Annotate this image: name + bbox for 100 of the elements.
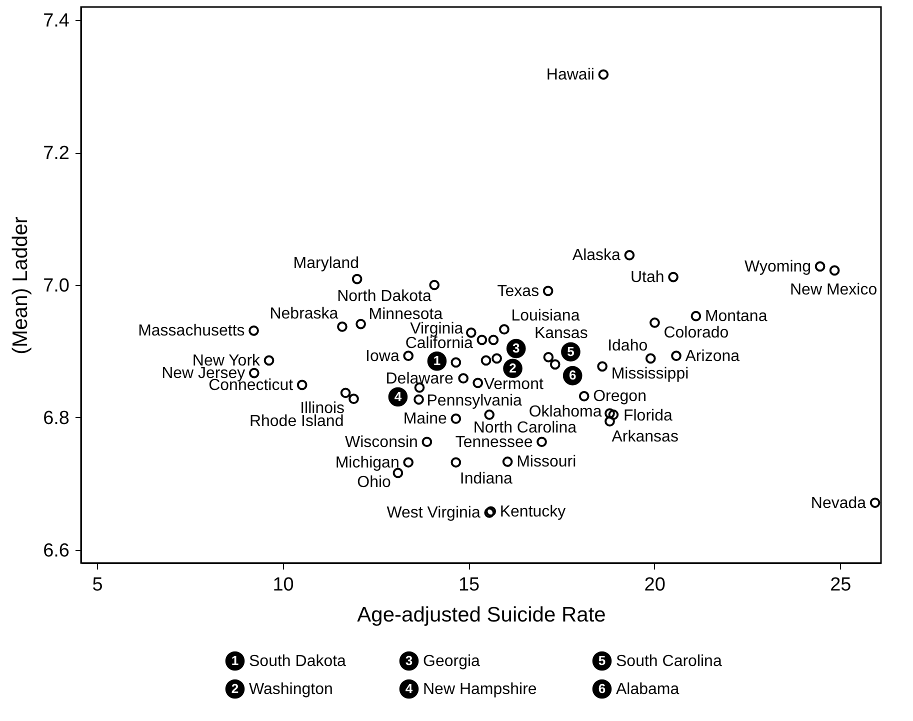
point [264,355,274,366]
point [690,310,702,322]
legend-label: Washington [249,681,333,698]
legend-label: South Dakota [249,653,346,670]
y-tick-label: 7.4 [43,10,70,32]
x-tick-label: 15 [458,574,480,596]
point [608,410,619,420]
point [650,318,660,328]
point [536,436,547,448]
annotation: Wyoming [744,258,812,276]
annotation: Rhode Island [249,412,344,430]
point [829,265,840,276]
annotation: 2 [509,360,516,376]
annotation: 6 [568,368,576,383]
annotation: Missouri [516,454,576,471]
annotation: 5 [567,344,574,359]
point [597,361,608,372]
annotation: Arkansas [612,428,678,446]
annotation: Indiana [460,470,513,488]
annotation: Kentucky [500,503,566,520]
annotation: Nevada [810,494,866,512]
annotation: North Dakota [337,288,432,305]
point [476,334,488,346]
x-tick-label: 10 [272,574,294,596]
annotation: Utah [630,269,664,286]
point [248,368,260,378]
point [671,350,682,361]
point [403,457,414,468]
annotation: Delaware [386,370,454,388]
point [598,69,609,80]
point [340,388,351,398]
x-tick-label: 5 [92,574,103,596]
point [472,378,484,388]
point [422,436,432,448]
point [352,274,362,284]
point [492,353,502,364]
y-tick-label: 6.8 [43,408,70,429]
annotation: New Mexico [790,281,878,298]
annotation: Maryland [293,255,360,272]
point [668,272,678,282]
y-tick-label: 7.0 [43,276,70,296]
text: 2 [231,681,239,696]
text: 1 [231,653,239,668]
x-tick-label: 20 [644,574,666,596]
point [870,498,880,508]
annotation: Idaho [608,337,648,354]
y-tick-label: 7.2 [43,143,70,164]
legend-label: South Carolina [616,653,722,670]
annotation: Louisiana [511,307,580,324]
annotation: Massachusetts [138,322,245,340]
point [458,373,469,384]
annotation: Mississippi [611,365,689,382]
x-tick-label: 25 [830,574,852,596]
point [488,334,499,346]
annotation: Ohio [357,474,392,491]
annotation: Michigan [335,454,400,472]
text: 5 [598,653,606,668]
point [414,394,424,405]
annotation: Vermont [484,376,544,393]
annotation: Pennsylvania [426,392,522,410]
point [296,380,308,390]
annotation: Nebraska [270,306,338,323]
legend-label: Alabama [616,681,680,698]
point [450,457,462,468]
point [578,391,590,402]
legend-label: New Hampshire [423,681,537,698]
annotation: Maine [403,410,448,428]
point [429,280,440,290]
annotation: Kansas [534,324,588,342]
point [484,410,495,420]
point [450,414,462,424]
annotation: Montana [704,308,768,326]
annotation: 3 [512,340,520,356]
y-axis-title: (Mean) Ladder [9,216,32,354]
point [604,408,615,419]
legend-label: Georgia [423,653,480,670]
point [337,322,348,332]
annotation: Iowa [366,348,400,365]
point [645,353,656,364]
annotation: Oklahoma [528,403,602,420]
annotation: 4 [394,388,402,404]
x-axis-title: Age-adjusted Suicide Rate [357,604,606,626]
annotation: Oregon [593,388,646,406]
annotation: Alaska [572,247,621,264]
point [356,318,366,330]
annotation: Hawaii [546,66,594,84]
point [814,261,826,272]
annotation: Wisconsin [345,434,418,451]
point [502,456,513,467]
text: 3 [405,653,413,668]
point [604,416,615,427]
annotation: Florida [623,408,672,425]
text: 6 [598,681,606,696]
annotation: West Virginia [386,504,480,522]
point [499,324,510,335]
annotation: Texas [497,282,540,300]
point [348,394,359,404]
y-tick-label: 6.6 [43,540,70,562]
point [542,286,554,296]
point [550,359,560,370]
